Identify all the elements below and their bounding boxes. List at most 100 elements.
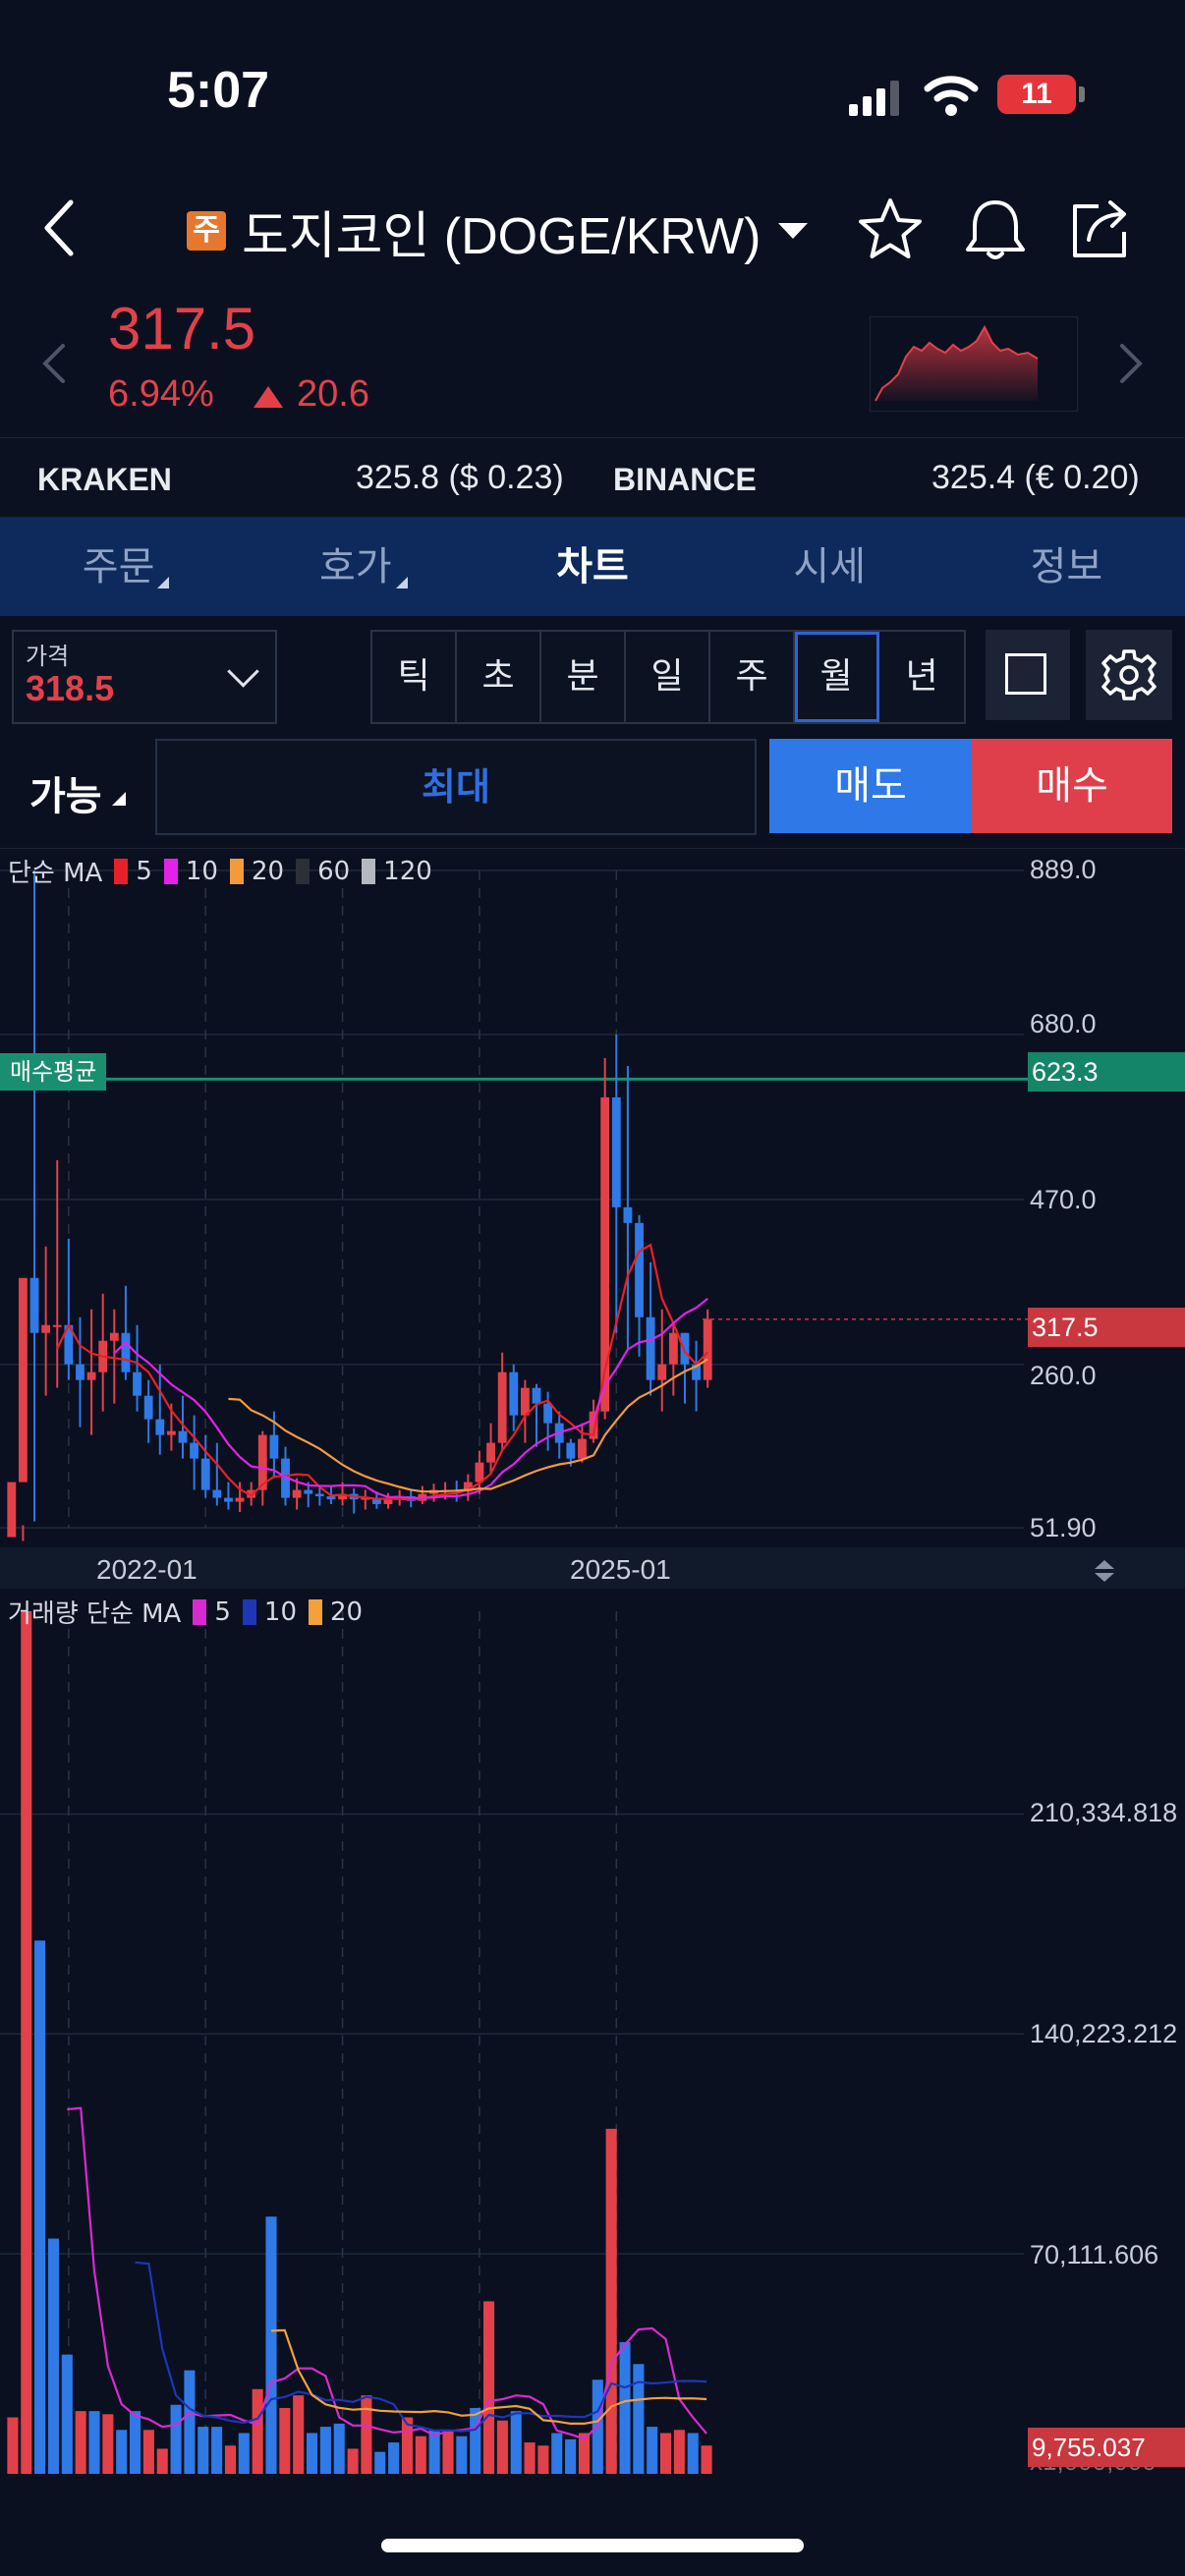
volume-bar [510, 2411, 522, 2474]
back-icon[interactable] [39, 196, 79, 263]
corner-triangle-icon [112, 792, 126, 806]
star-icon[interactable] [857, 196, 924, 265]
volume-bar [307, 2433, 318, 2474]
candle-body [475, 1462, 484, 1483]
period-week[interactable]: 주 [710, 632, 795, 722]
volume-bar [333, 2423, 345, 2474]
volume-bar [388, 2442, 400, 2474]
candle-body [166, 1430, 176, 1435]
share-icon[interactable] [1069, 196, 1134, 265]
sparkline-chart [870, 316, 1078, 412]
candle-body [155, 1419, 165, 1435]
volume-bar [565, 2438, 577, 2474]
price-select[interactable] [12, 630, 277, 724]
volume-bar [156, 2448, 168, 2474]
buy-button[interactable]: 매수 [972, 739, 1172, 833]
candle-body [680, 1332, 690, 1365]
candle-body [600, 1096, 610, 1412]
exchange-price: 325.8 ($ 0.23) [356, 459, 564, 496]
tab-bar: 주문 호가 차트 시세 정보 [0, 518, 1185, 616]
max-button[interactable]: 최대 [155, 739, 757, 835]
ma-period: 20 [330, 1596, 364, 1627]
period-year[interactable]: 년 [879, 632, 964, 722]
candle-body [635, 1222, 644, 1317]
ma-swatch [296, 858, 310, 884]
volume-bar [401, 2417, 413, 2474]
candle-body [292, 1489, 302, 1498]
candle-body [611, 1096, 621, 1207]
candle-body [463, 1482, 473, 1492]
tab-chart[interactable]: 차트 [556, 544, 629, 589]
ma-swatch [242, 1598, 256, 1625]
candle-body [703, 1318, 712, 1380]
candle-body [190, 1442, 199, 1459]
exchange-row [0, 437, 1185, 518]
volume-y-tick-label: 210,334.818 [1030, 1798, 1178, 1827]
candle-body [19, 1277, 28, 1483]
candle-body [326, 1495, 336, 1500]
prev-coin-icon[interactable] [41, 342, 67, 389]
home-indicator[interactable] [381, 2539, 804, 2552]
coin-selector[interactable]: 주 도지코인 (DOGE/KRW) [187, 196, 809, 265]
candle-body [497, 1372, 507, 1443]
tab-orderbook[interactable]: 호가 [237, 518, 474, 616]
ma-period: 60 [317, 856, 351, 886]
settings-button[interactable] [1086, 630, 1172, 720]
change-amount: 20.6 [297, 373, 369, 415]
volume-bar [319, 2427, 331, 2474]
volume-bar [415, 2436, 426, 2474]
candle-body [566, 1442, 576, 1459]
volume-bar [673, 2430, 685, 2474]
candle-body [269, 1434, 279, 1459]
candle-body [200, 1458, 210, 1490]
period-minute[interactable]: 분 [541, 632, 626, 722]
resize-handle-icon[interactable] [1091, 1558, 1118, 1588]
sell-button[interactable]: 매도 [769, 739, 972, 833]
ma-10-line [113, 1297, 708, 1499]
volume-bar [687, 2433, 699, 2474]
candle-body [532, 1387, 541, 1404]
period-month[interactable]: 월 [795, 632, 879, 722]
volume-bar [116, 2430, 128, 2474]
period-second[interactable]: 초 [457, 632, 541, 722]
tab-quotes[interactable]: 시세 [793, 544, 867, 589]
chart-type-button[interactable] [986, 630, 1070, 720]
y-tick-label: 470.0 [1030, 1185, 1097, 1214]
volume-bar [184, 2370, 196, 2474]
ma-period: 5 [136, 856, 152, 886]
wifi-icon [924, 75, 979, 120]
volume-bar [7, 2417, 19, 2474]
volume-bar [47, 2238, 59, 2474]
candle-body [7, 1482, 17, 1538]
last-price-tag: 317.5 [1028, 1308, 1185, 1347]
candle-body [247, 1489, 256, 1498]
exchange-price: 325.4 (€ 0.20) [931, 459, 1140, 496]
tab-order[interactable]: 주문 [0, 518, 237, 616]
volume-legend-label: 거래량 단순 MA [8, 1599, 182, 1629]
candle-body [133, 1372, 141, 1396]
volume-bar [361, 2395, 372, 2474]
next-coin-icon[interactable] [1118, 342, 1144, 389]
x-tick-label: 2025-01 [570, 1554, 671, 1585]
available-label[interactable]: 가능 [29, 774, 102, 819]
exchange-name: KRAKEN [37, 462, 172, 497]
period-tick[interactable]: 틱 [372, 632, 457, 722]
volume-bar [701, 2445, 712, 2474]
candle-body [623, 1206, 633, 1223]
candle-body [41, 1324, 51, 1333]
avg-buy-tag: 매수평균 [0, 1053, 107, 1091]
candle-body [657, 1364, 667, 1380]
bell-icon[interactable] [963, 195, 1028, 267]
candle-body [257, 1434, 267, 1490]
ma-swatch [229, 858, 244, 884]
volume-bar [279, 2407, 291, 2474]
period-selector: 틱 초 분 일 주 월 년 [370, 630, 966, 724]
ma-period: 5 [214, 1596, 231, 1627]
volume-bar [524, 2442, 536, 2474]
candle-body [509, 1372, 519, 1416]
period-day[interactable]: 일 [626, 632, 710, 722]
volume-bar [21, 1611, 32, 2474]
tab-info[interactable]: 정보 [1030, 544, 1103, 589]
ma-swatch [193, 1598, 207, 1625]
